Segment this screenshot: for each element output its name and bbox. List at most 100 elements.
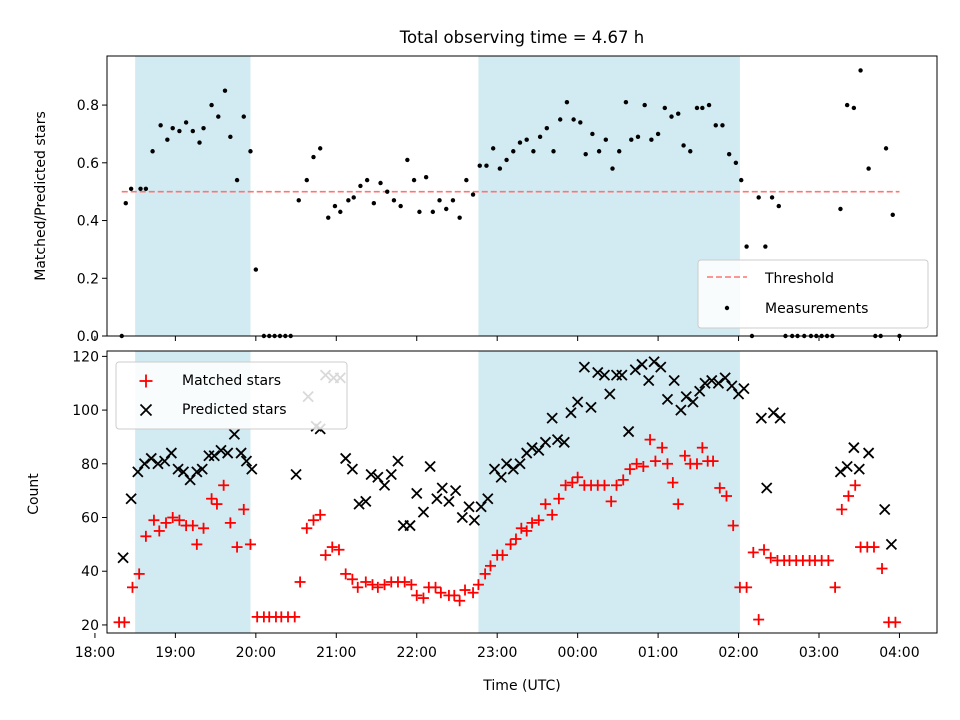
matched-star-point xyxy=(417,592,429,604)
measurement-point xyxy=(190,128,196,134)
matched-star-point xyxy=(372,581,384,593)
predicted-star-point xyxy=(622,425,635,438)
predicted-star-stroke xyxy=(431,493,443,505)
predicted-star-point xyxy=(208,450,220,462)
x-tick-label: 20:00 xyxy=(236,645,276,661)
matched-star-point xyxy=(515,522,527,534)
measurement-point xyxy=(470,192,476,197)
measurement-point xyxy=(776,203,781,209)
measurement-point xyxy=(713,123,718,128)
predicted-star-stroke xyxy=(385,468,397,481)
bottom-ylabel: Count xyxy=(26,473,42,515)
predicted-star-stroke xyxy=(495,471,507,483)
predicted-star-stroke xyxy=(629,364,641,376)
predicted-star-stroke xyxy=(449,485,462,497)
matched-star-point xyxy=(224,517,236,529)
predicted-star-stroke xyxy=(680,391,692,403)
matched-star-point xyxy=(191,538,203,550)
measurement-point xyxy=(642,102,647,108)
matched-star-point xyxy=(448,589,460,601)
predicted-star-point xyxy=(378,479,391,491)
predicted-star-stroke xyxy=(443,495,455,508)
matched-legend-label: Matched stars xyxy=(182,373,281,389)
matched-star-point xyxy=(727,520,739,532)
matched-star-point xyxy=(379,579,391,591)
matched-star-point xyxy=(430,581,442,593)
x-tick-label: 22:00 xyxy=(397,645,437,661)
predicted-star-point xyxy=(879,503,891,516)
matched-star-point xyxy=(560,479,572,491)
predicted-star-point xyxy=(668,374,680,387)
predicted-star-stroke xyxy=(885,538,898,551)
predicted-star-point xyxy=(610,369,623,381)
predicted-star-point xyxy=(203,450,215,462)
predicted-star-point xyxy=(475,501,487,513)
measurement-point xyxy=(378,180,383,186)
predicted-star-stroke xyxy=(636,358,648,371)
matched-star-point xyxy=(843,490,855,502)
predicted-star-point xyxy=(235,447,247,459)
predicted-star-stroke xyxy=(417,506,430,518)
measurement-point xyxy=(332,203,338,209)
predicted-star-stroke xyxy=(159,455,171,467)
predicted-star-stroke xyxy=(482,493,494,505)
matched-star-point xyxy=(126,581,138,593)
bottom-legend: Matched stars Predicted stars xyxy=(115,361,348,430)
predicted-star-stroke xyxy=(246,463,258,475)
predicted-star-point xyxy=(196,463,208,475)
predicted-star-point xyxy=(706,374,718,387)
bottom-axes-frame xyxy=(106,350,938,634)
measurement-point xyxy=(484,163,489,168)
matched-star-point xyxy=(572,471,584,483)
y-tick-label: 120 xyxy=(72,349,99,365)
predicted-star-point xyxy=(675,404,687,416)
predicted-star-stroke xyxy=(500,458,513,470)
predicted-star-stroke xyxy=(215,444,227,457)
measurement-point xyxy=(537,134,543,140)
measurement-point xyxy=(128,186,134,191)
measurement-point xyxy=(564,99,570,105)
matched-star-point xyxy=(637,460,649,472)
measurement-point xyxy=(304,177,309,183)
predicted-legend-label: Predicted stars xyxy=(182,402,287,418)
predicted-star-point xyxy=(848,442,860,454)
measurement-point xyxy=(391,198,397,203)
measurement-point xyxy=(338,209,343,215)
predicted-star-stroke xyxy=(228,428,241,440)
measurement-point xyxy=(385,189,390,194)
predicted-star-point xyxy=(694,385,706,397)
matched-star-point xyxy=(553,493,565,505)
matched-star-point xyxy=(829,581,841,593)
bottom-legend-box xyxy=(115,361,348,430)
matched-star-point xyxy=(505,538,517,550)
predicted-star-point xyxy=(463,501,475,513)
matched-star-point xyxy=(546,509,558,521)
predicted-star-point xyxy=(500,458,513,470)
matched-star-point xyxy=(187,520,199,532)
matched-star-point xyxy=(435,587,447,599)
matched-star-point xyxy=(160,517,172,529)
matched-star-point xyxy=(231,541,243,553)
measurement-point xyxy=(603,137,609,142)
matched-star-point xyxy=(244,538,256,550)
predicted-star-point xyxy=(526,442,538,454)
predicted-star-stroke xyxy=(526,442,538,454)
predicted-star-stroke xyxy=(551,433,564,446)
predicted-star-point xyxy=(546,412,558,424)
matched-star-point xyxy=(539,498,551,510)
observing-window-shade xyxy=(478,56,740,336)
measurements-legend-label: Measurements xyxy=(765,301,868,317)
predicted-star-point xyxy=(616,369,628,381)
predicted-star-point xyxy=(598,369,611,381)
measurement-point xyxy=(201,125,206,131)
matched-star-point xyxy=(198,522,210,534)
measurement-point xyxy=(649,137,654,142)
matched-star-point xyxy=(301,522,313,534)
predicted-star-point xyxy=(184,474,196,486)
matched-star-point xyxy=(167,512,179,524)
predicted-star-stroke xyxy=(463,501,475,513)
predicted-star-stroke xyxy=(404,519,416,532)
measurement-point xyxy=(866,166,871,171)
predicted-star-point xyxy=(340,452,352,465)
predicted-star-point xyxy=(514,458,526,470)
